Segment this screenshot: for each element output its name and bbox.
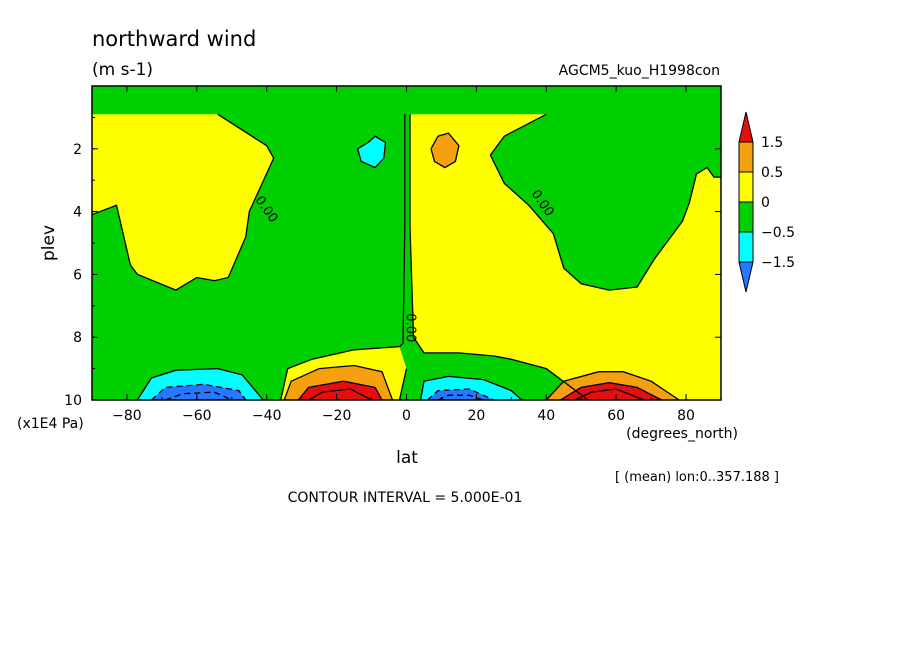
colorbar-segment [738, 141, 754, 173]
y-axis-label: plev [39, 225, 59, 261]
contour-line-3 [409, 114, 589, 401]
contour-line-9 [545, 371, 680, 401]
x-tick-label: 20 [467, 408, 485, 424]
contour-line-12 [430, 132, 460, 169]
y-axis-units: (x1E4 Pa) [17, 416, 84, 432]
positive-region-2 [410, 114, 721, 401]
colorbar-bottom-arrow [738, 261, 754, 293]
colorbar-label: −0.5 [761, 225, 795, 241]
y-tick-label: 6 [73, 267, 82, 283]
y-axis: 2 4 6 8 10 [64, 116, 721, 409]
chart-units: (m s-1) [92, 60, 153, 80]
contour-line-2 [489, 113, 721, 291]
y-tick-label: 4 [73, 205, 82, 221]
positive-region-8 [431, 133, 459, 168]
positive-region-1 [92, 114, 274, 291]
contour-line-1 [91, 113, 275, 291]
contour-interval-note: CONTOUR INTERVAL = 5.000E-01 [288, 490, 523, 506]
x-tick-label: −20 [322, 408, 352, 424]
chart-title: northward wind [92, 27, 256, 51]
contour-line-17 [165, 391, 233, 401]
colorbar-label: 0.5 [761, 165, 783, 181]
colorbar-segment [738, 231, 754, 263]
x-tick-label: −80 [112, 408, 142, 424]
contour-line-16 [150, 383, 247, 401]
contour-lines [91, 113, 721, 401]
colorbar-label: −1.5 [761, 255, 795, 271]
colorbar: 1.5 0.5 0 −0.5 −1.5 [738, 111, 795, 293]
colorbar-label: 1.5 [761, 135, 783, 151]
x-axis: −80 −60 −40 −20 0 20 40 60 80 [91, 86, 722, 424]
contour-line-11 [573, 388, 645, 401]
averaging-note: [ (mean) lon:0..357.188 ] [615, 470, 779, 485]
contour-line-4 [280, 114, 406, 401]
experiment-label: AGCM5_kuo_H1998con [559, 63, 720, 79]
colorbar-segment [738, 171, 754, 203]
colorbar-label: 0 [761, 195, 770, 211]
x-tick-label: 40 [537, 408, 555, 424]
x-tick-label: −60 [182, 408, 212, 424]
y-tick-label: 8 [73, 330, 82, 346]
contour-line-19 [437, 394, 484, 401]
plot-area: 0.000.000.00 [91, 85, 722, 401]
x-axis-label: lat [396, 448, 418, 468]
colorbar-segment [738, 201, 754, 233]
negative-region-9 [357, 136, 386, 168]
contour-line-15 [419, 375, 523, 401]
colorbar-top-arrow [738, 111, 754, 143]
contour-label-2: 0.00 [403, 313, 418, 342]
y-tick-label: 10 [64, 393, 82, 409]
negative-region-13 [427, 389, 494, 400]
contour-line-6 [283, 364, 394, 401]
contour-line-10 [559, 382, 662, 401]
contour-line-14 [136, 367, 264, 401]
y-tick-label: 2 [73, 142, 82, 158]
contour-line-7 [297, 380, 383, 401]
contour-line-13 [356, 135, 387, 169]
x-tick-label: −40 [252, 408, 282, 424]
contour-line-8 [308, 388, 372, 401]
x-tick-label: 0 [402, 408, 411, 424]
x-tick-label: 60 [607, 408, 625, 424]
x-axis-units: (degrees_north) [626, 426, 738, 442]
x-tick-label: 80 [677, 408, 695, 424]
contour-line-5 [398, 368, 408, 401]
